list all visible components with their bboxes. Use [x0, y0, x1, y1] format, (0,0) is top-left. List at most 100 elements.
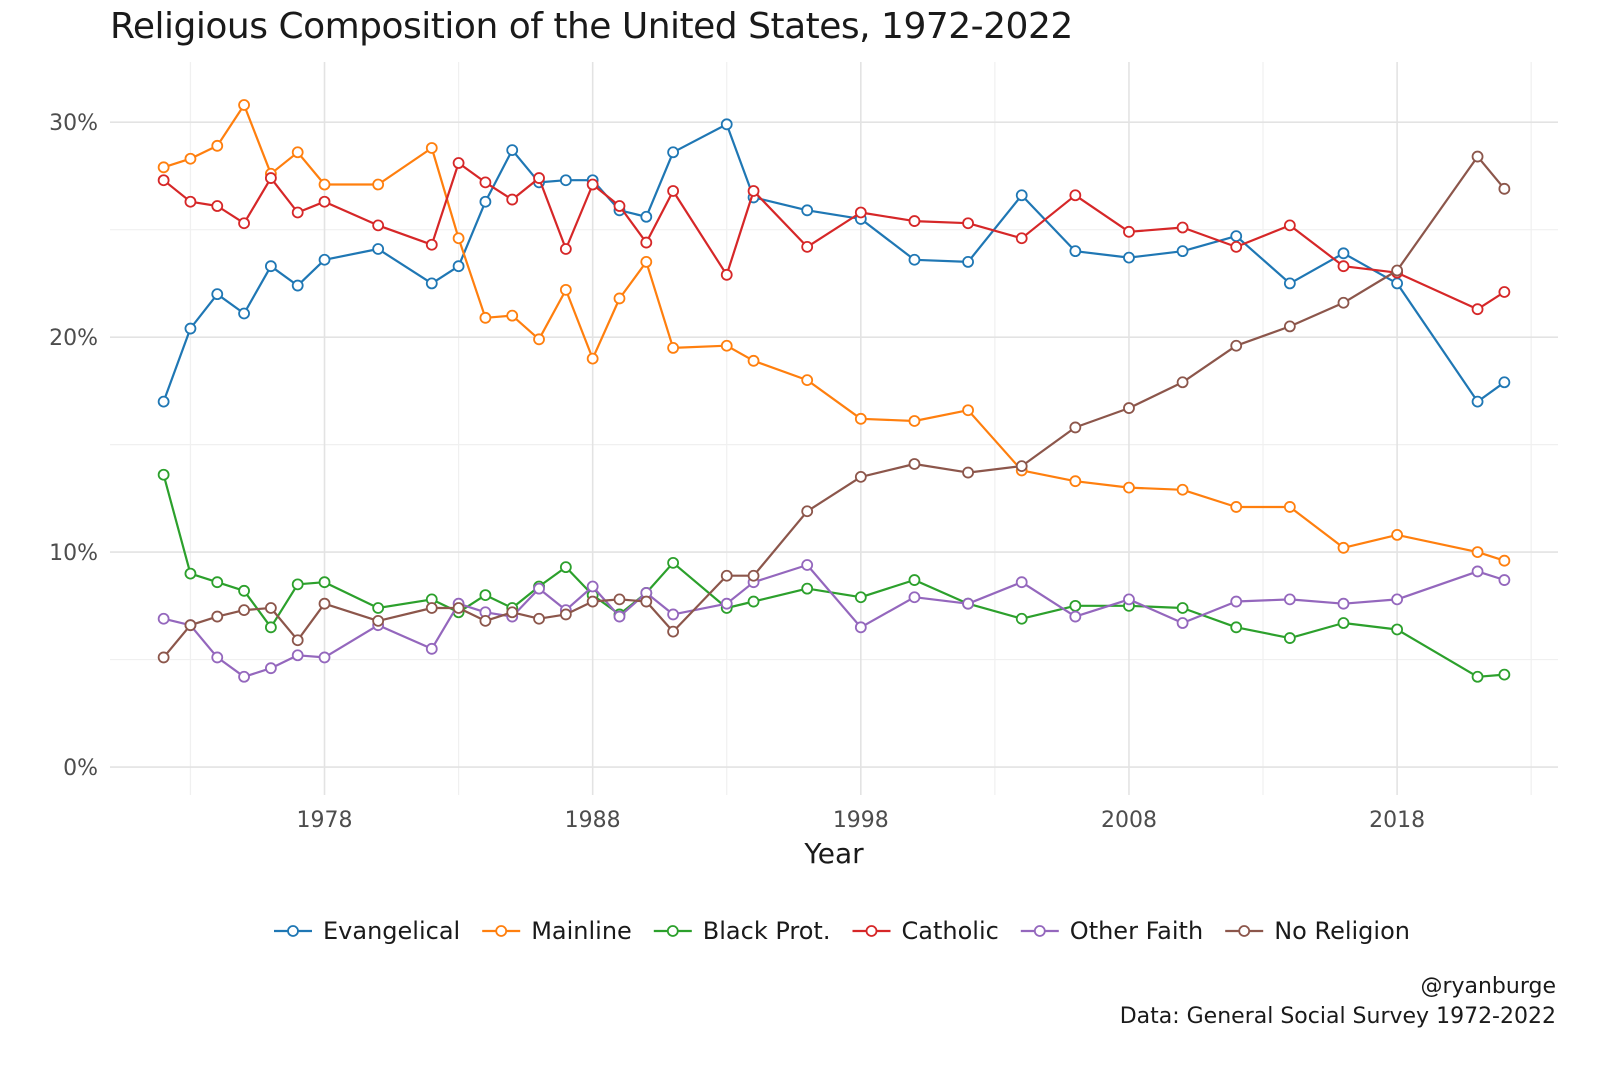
- data-point: [1391, 264, 1404, 277]
- data-point: [908, 574, 921, 586]
- data-point: [184, 195, 197, 208]
- data-point: [1230, 595, 1243, 608]
- data-point: [801, 240, 814, 253]
- legend-label: Other Faith: [1070, 917, 1203, 945]
- data-point: [854, 206, 867, 219]
- data-point: [1069, 599, 1082, 612]
- data-point: [1283, 219, 1296, 232]
- data-point: [425, 142, 438, 154]
- data-point: [854, 470, 867, 483]
- data-point: [559, 243, 572, 255]
- y-tick-label: 10%: [49, 541, 98, 566]
- chart-title: Religious Composition of the United Stat…: [110, 6, 1073, 47]
- series-line: [162, 161, 1505, 311]
- data-point: [372, 602, 385, 614]
- data-point: [1015, 232, 1028, 245]
- data-point: [908, 253, 921, 266]
- data-point: [479, 176, 492, 189]
- axes: 0% 10% 20% 30% 1978 1988 1998 2008 2018 Year: [49, 111, 1425, 870]
- legend-item: Mainline: [482, 917, 632, 945]
- data-point: [1337, 296, 1350, 309]
- data-point: [586, 595, 599, 608]
- data-point: [1015, 189, 1028, 202]
- data-point: [908, 458, 921, 470]
- y-tick-label: 0%: [63, 756, 98, 781]
- data-point: [264, 260, 277, 273]
- data-point: [425, 602, 438, 614]
- data-point: [318, 195, 331, 208]
- data-point: [747, 185, 760, 197]
- data-point: [157, 174, 170, 187]
- data-point: [372, 243, 385, 255]
- data-point: [1123, 225, 1135, 238]
- data-point: [318, 597, 331, 610]
- data-point: [157, 395, 170, 408]
- data-point: [291, 649, 304, 662]
- data-point: [1498, 574, 1511, 586]
- data-point: [238, 99, 250, 111]
- data-point: [1069, 189, 1082, 202]
- data-point: [318, 253, 331, 266]
- data-point: [1283, 632, 1296, 644]
- data-point: [1337, 247, 1350, 260]
- data-point: [1391, 593, 1404, 606]
- data-point: [1471, 395, 1484, 408]
- data-point: [1283, 320, 1296, 333]
- legend-label: Black Prot.: [703, 917, 831, 945]
- data-point: [291, 146, 304, 159]
- data-point: [667, 625, 680, 638]
- data-point: [667, 341, 680, 354]
- data-point: [1337, 541, 1350, 554]
- data-point: [1176, 221, 1189, 234]
- series-mainline: [157, 99, 1511, 567]
- data-point: [1123, 593, 1135, 606]
- data-point: [667, 608, 680, 621]
- data-point: [1230, 240, 1243, 253]
- y-tick-label: 30%: [49, 111, 98, 136]
- data-point: [908, 215, 921, 227]
- data-point: [1391, 623, 1404, 636]
- data-point: [479, 195, 492, 208]
- data-point: [1471, 565, 1484, 578]
- data-point: [1471, 670, 1484, 683]
- data-point: [372, 219, 385, 232]
- data-point: [211, 651, 224, 664]
- data-point: [425, 642, 438, 655]
- data-point: [184, 322, 197, 335]
- grid: [110, 62, 1558, 795]
- data-point: [533, 582, 545, 595]
- data-point: [533, 612, 545, 625]
- series-black-prot: [157, 468, 1511, 683]
- x-axis-label: Year: [803, 837, 864, 870]
- data-point: [801, 374, 814, 387]
- data-point: [1498, 668, 1511, 681]
- data-point: [318, 651, 331, 664]
- data-point: [586, 178, 599, 191]
- series-line: [163, 103, 1505, 562]
- legend-key-point: [1238, 925, 1251, 937]
- data-point: [1176, 602, 1189, 614]
- legend-key-point: [865, 925, 878, 937]
- legend-key-point: [666, 925, 679, 937]
- data-point: [559, 174, 572, 187]
- data-point: [1069, 610, 1082, 623]
- data-point: [1230, 621, 1243, 634]
- data-point: [264, 621, 277, 634]
- data-point: [720, 569, 733, 582]
- data-point: [533, 172, 545, 184]
- data-point: [318, 576, 331, 589]
- legend-key-point: [495, 925, 508, 937]
- data-point: [157, 468, 170, 481]
- data-point: [479, 589, 492, 601]
- data-point: [854, 621, 867, 634]
- data-point: [533, 333, 545, 346]
- series-no-religion: [157, 150, 1511, 664]
- y-tick-label: 20%: [49, 326, 98, 351]
- data-point: [157, 651, 170, 664]
- data-point: [1337, 597, 1350, 610]
- data-point: [452, 260, 465, 273]
- data-point: [667, 146, 680, 159]
- legend-label: No Religion: [1274, 917, 1410, 945]
- data-point: [506, 193, 519, 206]
- data-point: [1283, 501, 1296, 513]
